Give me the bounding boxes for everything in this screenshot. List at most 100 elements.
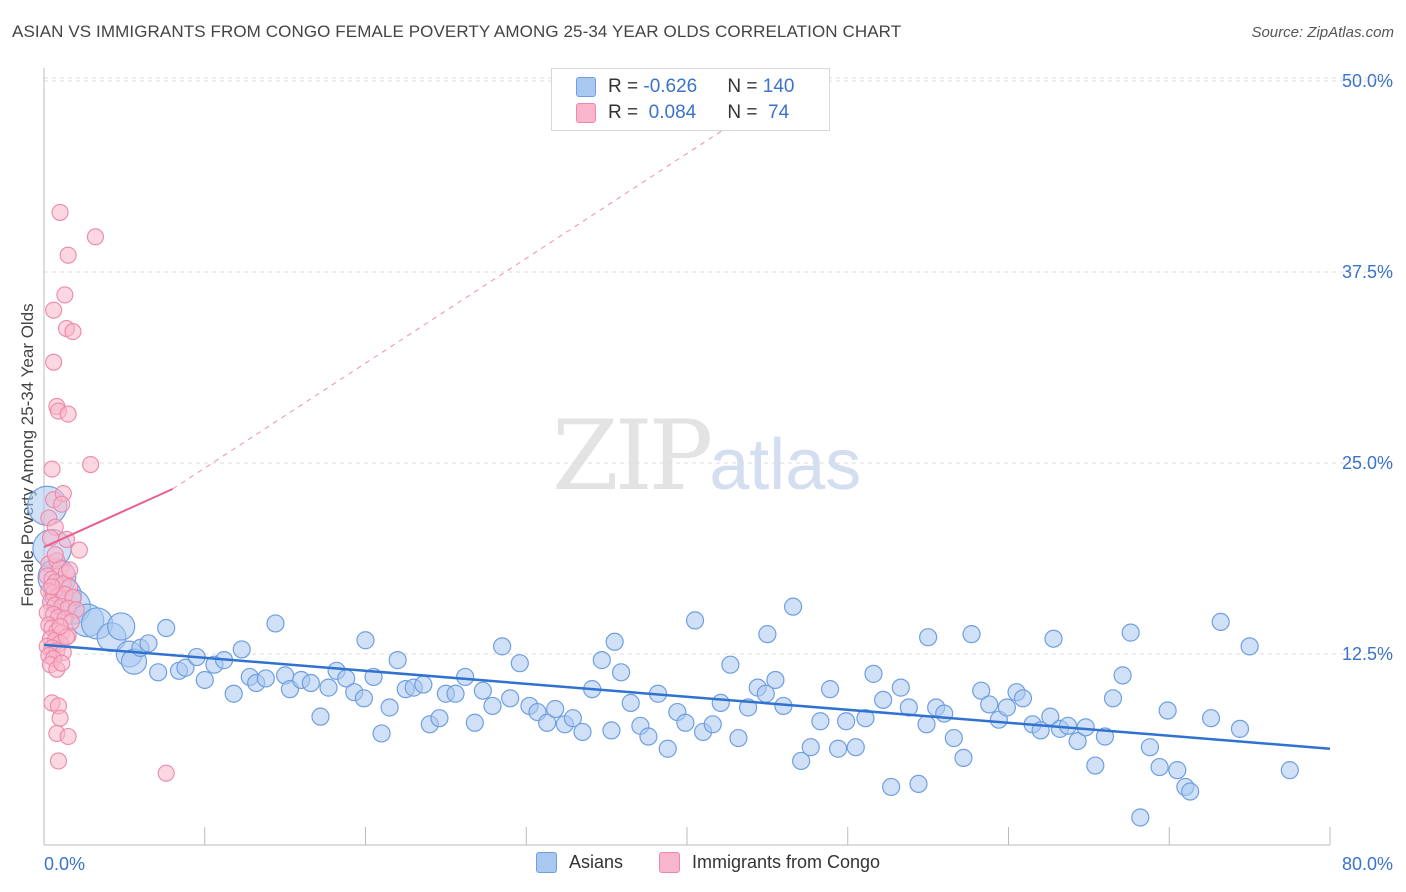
asian-point bbox=[874, 690, 893, 709]
asian-point bbox=[176, 658, 195, 677]
asian-point bbox=[1150, 757, 1169, 777]
asian-point bbox=[1044, 629, 1063, 648]
asian-point bbox=[899, 698, 918, 717]
bottom-legend-congo: Immigrants from Congo bbox=[659, 852, 880, 873]
congo-point bbox=[46, 546, 64, 564]
asian-point bbox=[501, 689, 520, 708]
asian-point bbox=[465, 713, 484, 732]
source-label: Source: ZipAtlas.com bbox=[1251, 24, 1394, 41]
asian-point bbox=[639, 727, 658, 746]
y-tick-label: 50.0% bbox=[1342, 71, 1393, 91]
asian-point bbox=[972, 681, 991, 700]
congo-point bbox=[51, 709, 69, 727]
congo-point bbox=[53, 495, 71, 513]
asian-point bbox=[1068, 731, 1087, 751]
asian-point bbox=[685, 611, 705, 630]
asian-point bbox=[232, 640, 251, 659]
congo-point bbox=[56, 286, 74, 304]
congo-n-value: 74 bbox=[762, 102, 790, 123]
asian-point bbox=[107, 612, 136, 641]
asian-point bbox=[758, 625, 777, 644]
congo-point bbox=[51, 203, 69, 221]
asian-point bbox=[792, 751, 811, 771]
chart-title: ASIAN VS IMMIGRANTS FROM CONGO FEMALE PO… bbox=[12, 22, 902, 41]
correlation-legend: R = -0.626 N = 140 R = 0.084 N = 74 bbox=[551, 68, 830, 131]
legend-row-congo: R = 0.084 N = 74 bbox=[576, 101, 789, 125]
asian-point bbox=[1131, 808, 1150, 827]
congo-point bbox=[82, 455, 100, 474]
congo-point bbox=[59, 246, 77, 264]
congo-point bbox=[43, 578, 61, 596]
asian-point bbox=[935, 704, 954, 723]
congo-trend-line bbox=[43, 488, 174, 548]
congo-r-value: 0.084 bbox=[643, 102, 697, 123]
congo-n-label: N = bbox=[727, 102, 763, 123]
congo-point bbox=[43, 460, 61, 478]
asian-point bbox=[1211, 612, 1230, 632]
asian-point bbox=[1113, 666, 1132, 685]
congo-point bbox=[59, 405, 77, 423]
bottom-asians-label: Asians bbox=[569, 852, 624, 872]
asian-point bbox=[1181, 782, 1200, 801]
asians-n-label: N = bbox=[727, 76, 763, 97]
asian-point bbox=[1121, 623, 1140, 642]
asian-point bbox=[380, 698, 399, 717]
y-tick-label: 25.0% bbox=[1342, 453, 1393, 473]
watermark: ZIPatlas bbox=[552, 400, 862, 512]
asian-point bbox=[592, 651, 611, 670]
asian-point bbox=[962, 625, 981, 644]
asian-point bbox=[319, 678, 338, 697]
congo-point bbox=[45, 353, 63, 371]
asian-trend-line bbox=[43, 643, 1331, 750]
congo-point bbox=[64, 323, 82, 341]
asian-point bbox=[711, 693, 730, 712]
asian-point bbox=[864, 664, 883, 683]
asian-point bbox=[829, 739, 848, 758]
asian-point bbox=[605, 632, 624, 651]
asian-point bbox=[414, 675, 433, 694]
asians-n-value: 140 bbox=[762, 76, 795, 97]
asian-point bbox=[882, 777, 901, 797]
asian-point bbox=[563, 709, 582, 728]
congo-point bbox=[61, 561, 79, 579]
asian-point bbox=[703, 715, 722, 734]
asian-point bbox=[891, 678, 910, 697]
asian-point bbox=[456, 667, 475, 687]
bottom-asians-swatch bbox=[536, 852, 557, 873]
asian-point bbox=[538, 713, 557, 732]
asian-point bbox=[446, 684, 465, 703]
asian-point bbox=[430, 709, 449, 728]
asians-swatch bbox=[576, 77, 596, 97]
asian-point bbox=[917, 715, 936, 734]
asian-point bbox=[997, 698, 1016, 717]
asian-point bbox=[573, 722, 592, 742]
x-tick-label-min: 0.0% bbox=[44, 854, 85, 874]
bottom-congo-label: Immigrants from Congo bbox=[692, 852, 881, 872]
asian-point bbox=[658, 739, 677, 758]
asian-point bbox=[510, 654, 529, 673]
asian-point bbox=[846, 738, 865, 757]
asian-point bbox=[1230, 719, 1250, 738]
asian-point bbox=[811, 712, 830, 731]
asian-point bbox=[621, 693, 640, 712]
asian-point bbox=[611, 663, 631, 682]
asian-point bbox=[1201, 709, 1221, 728]
asian-point bbox=[856, 709, 875, 728]
asian-point bbox=[602, 721, 621, 740]
asian-point bbox=[473, 681, 492, 700]
asian-point bbox=[1058, 716, 1078, 735]
asian-point bbox=[195, 670, 214, 690]
bottom-congo-swatch bbox=[659, 852, 680, 873]
x-tick-label-max: 80.0% bbox=[1342, 854, 1393, 874]
asian-point bbox=[266, 614, 285, 633]
asian-point bbox=[801, 738, 820, 757]
asian-point bbox=[820, 680, 840, 699]
asian-point bbox=[149, 663, 168, 682]
asian-point bbox=[1158, 701, 1177, 720]
asian-point bbox=[483, 696, 502, 716]
asian-point bbox=[301, 673, 320, 693]
asian-point bbox=[493, 637, 512, 656]
asian-point bbox=[256, 669, 275, 688]
congo-point bbox=[59, 727, 77, 746]
asian-point bbox=[721, 655, 740, 674]
